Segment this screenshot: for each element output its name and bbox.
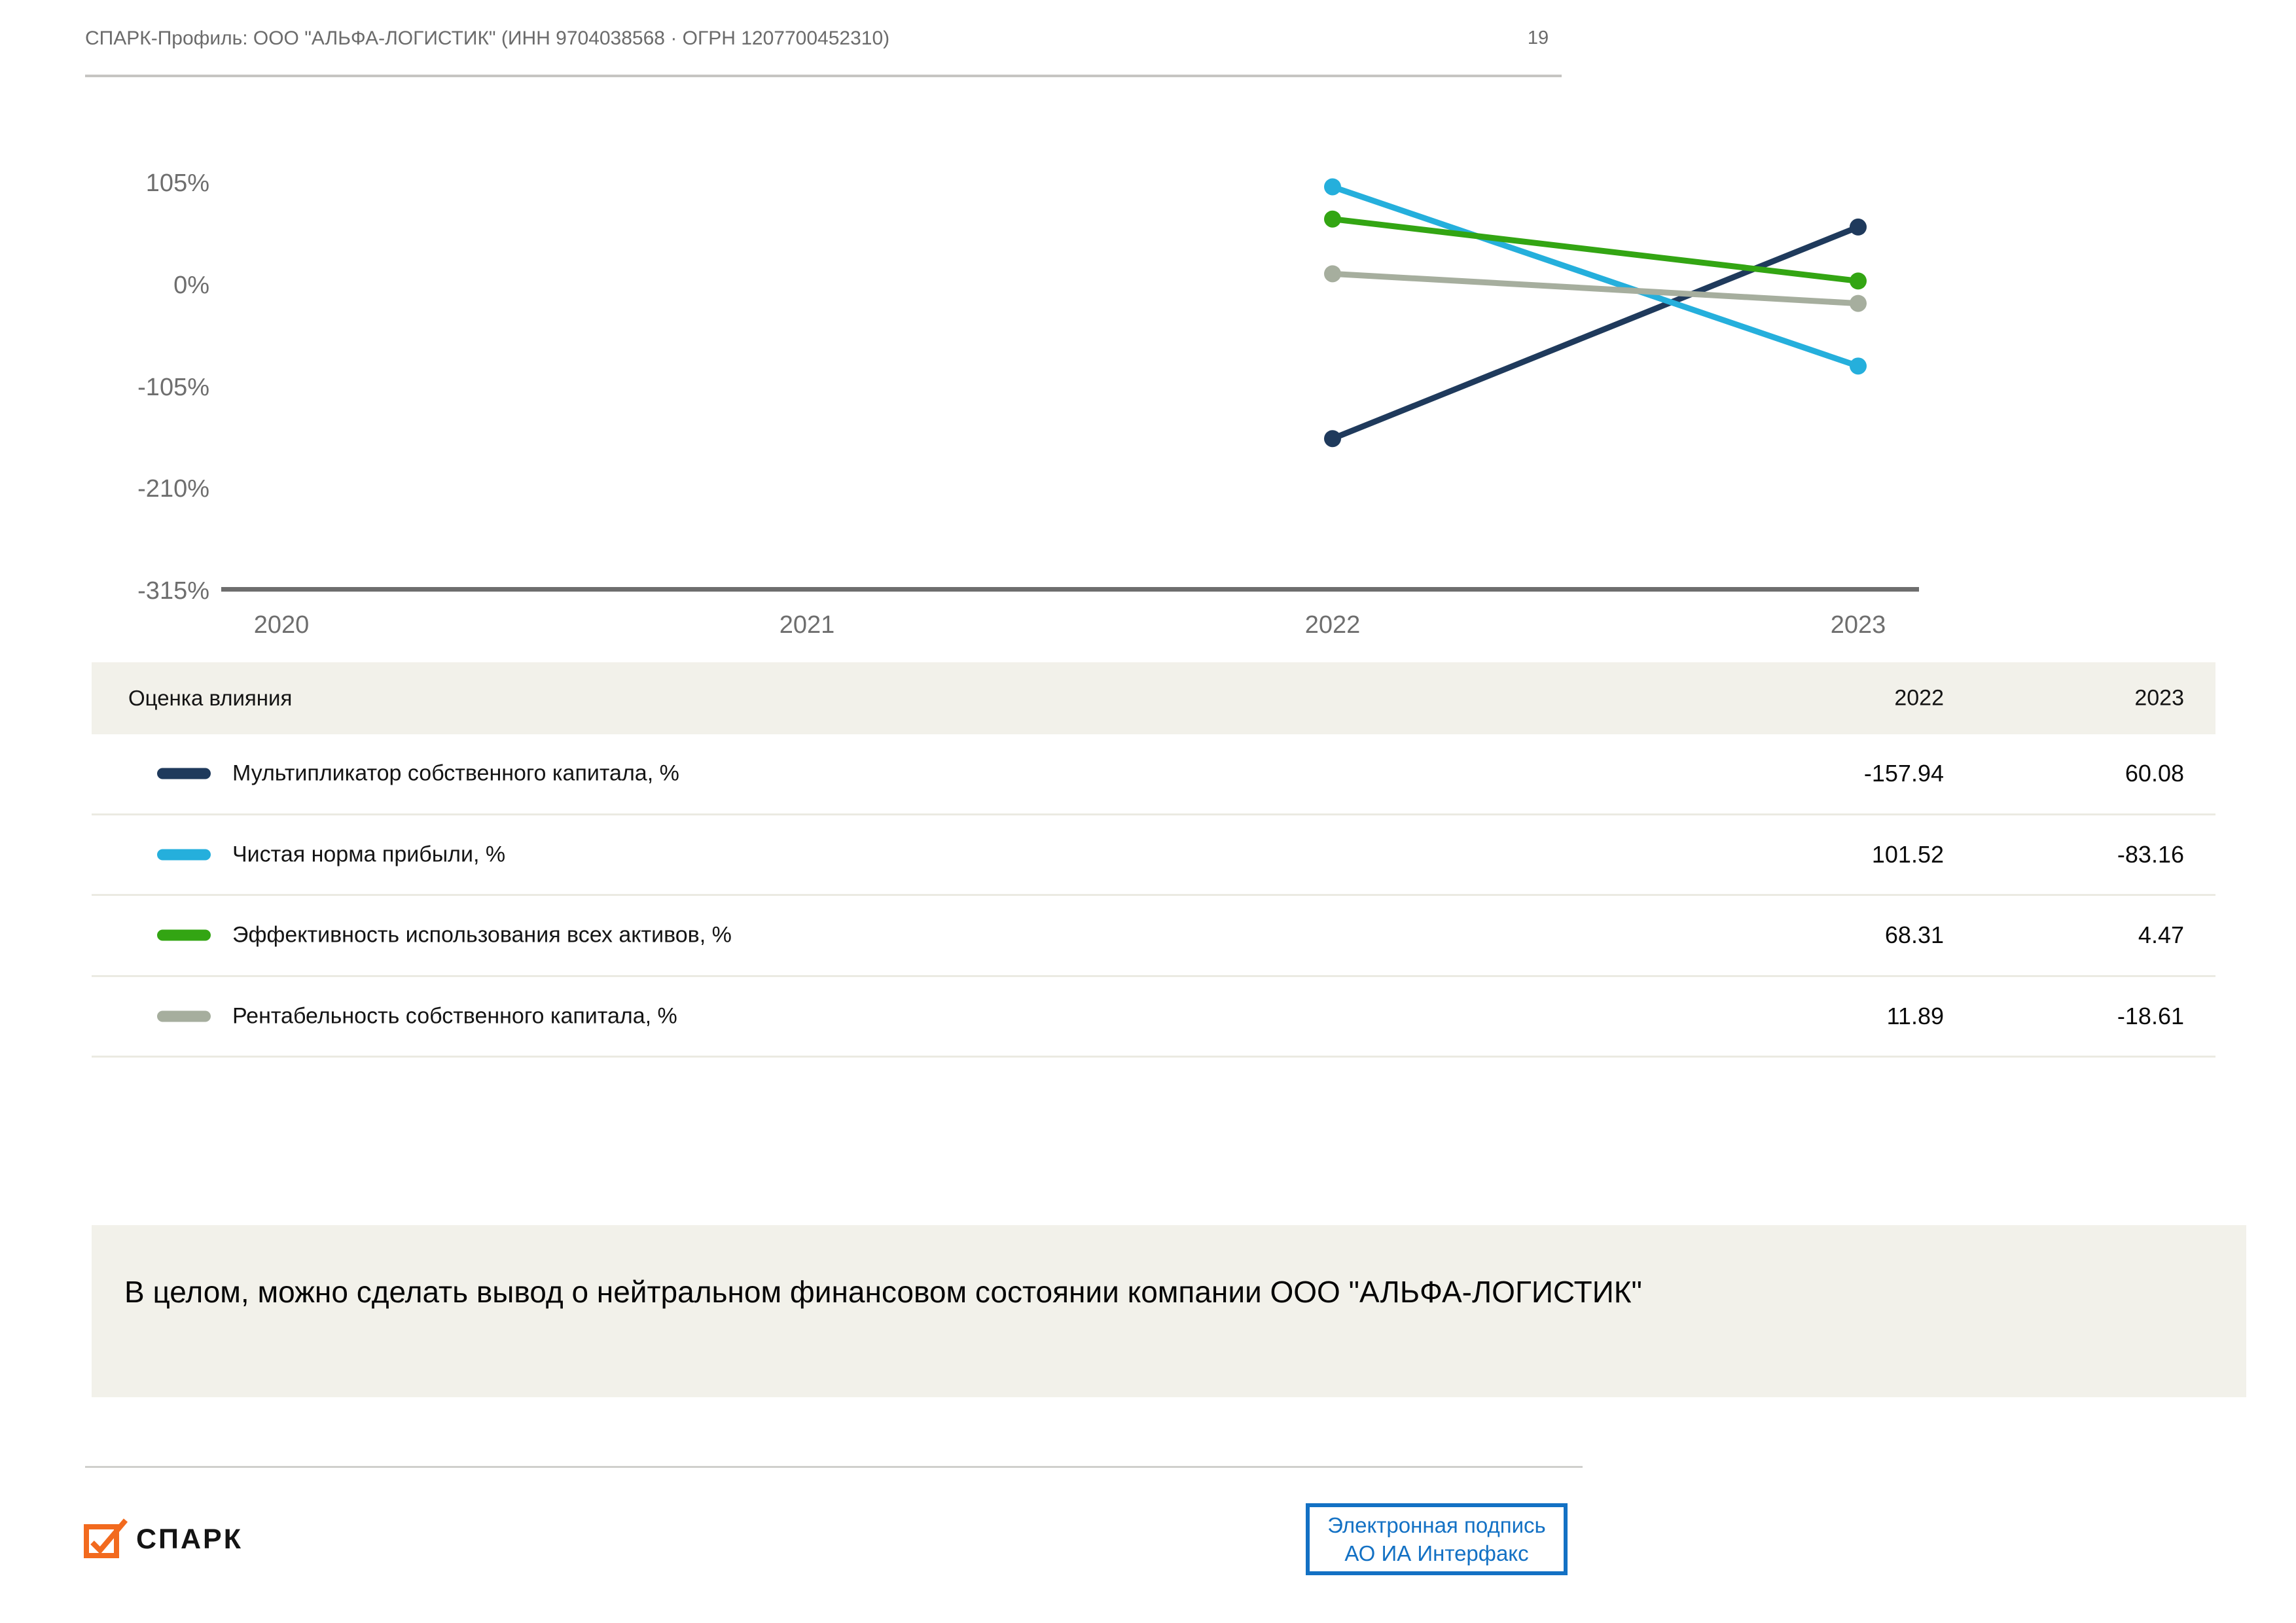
series-line — [1331, 184, 1859, 369]
spark-logo-checkbox-icon — [84, 1518, 128, 1558]
series-line — [1332, 216, 1859, 284]
table-header-row: Оценка влияния 2022 2023 — [92, 662, 2215, 734]
y-axis-tick-label: -105% — [137, 373, 209, 401]
summary-text: В целом, можно сделать вывод о нейтральн… — [124, 1275, 1642, 1309]
column-header-2022: 2022 — [1894, 685, 1944, 711]
table-cell-2023: 60.08 — [2125, 760, 2184, 787]
table-row-label: Эффективность использования всех активов… — [232, 922, 732, 948]
table-row-label: Мультипликатор собственного капитала, % — [232, 760, 679, 786]
x-axis-tick-label: 2022 — [1304, 611, 1361, 639]
series-color-swatch — [157, 768, 211, 779]
table-row: Эффективность использования всех активов… — [92, 896, 2215, 977]
summary-panel: В целом, можно сделать вывод о нейтральн… — [92, 1225, 2246, 1397]
table-title: Оценка влияния — [128, 686, 293, 710]
table-row-label: Чистая норма прибыли, % — [232, 842, 506, 867]
column-header-2023: 2023 — [2134, 685, 2184, 711]
series-point — [1850, 272, 1867, 290]
y-axis-tick-label: 105% — [145, 169, 209, 198]
x-axis-tick-label: 2020 — [253, 611, 310, 639]
table-cell-2022: 68.31 — [1884, 921, 1944, 949]
series-point — [1850, 357, 1867, 375]
x-axis-tick-label: 2021 — [779, 611, 835, 639]
y-axis-tick-label: -315% — [137, 577, 209, 605]
table-cell-2022: 11.89 — [1886, 1002, 1944, 1029]
spark-logo-text: СПАРК — [136, 1524, 243, 1555]
table-cell-2022: -157.94 — [1863, 760, 1944, 787]
y-axis-tick-label: -210% — [137, 475, 209, 503]
document-title: СПАРК-Профиль: ООО "АЛЬФА-ЛОГИСТИК" (ИНН… — [85, 27, 890, 49]
table-cell-2023: 4.47 — [2138, 921, 2184, 949]
page-number: 19 — [1527, 27, 1549, 48]
header-divider — [85, 75, 1562, 77]
table-body: Мультипликатор собственного капитала, % -… — [92, 734, 2215, 1058]
series-color-swatch — [157, 849, 211, 861]
table-row: Мультипликатор собственного капитала, % -… — [92, 734, 2215, 815]
series-line — [1332, 270, 1859, 307]
impact-table: Оценка влияния 2022 2023 Мультипликатор … — [92, 662, 2215, 1058]
series-point — [1850, 218, 1867, 236]
series-point — [1324, 265, 1341, 283]
table-cell-2022: 101.52 — [1871, 840, 1944, 868]
y-axis-tick-label: 0% — [173, 272, 209, 299]
series-line — [1331, 224, 1859, 442]
table-cell-2023: -18.61 — [2117, 1002, 2184, 1029]
series-point — [1324, 210, 1341, 228]
signature-line1: Электронная подпись — [1327, 1513, 1546, 1537]
signature-line2: АО ИА Интерфакс — [1344, 1541, 1529, 1565]
table-row-label: Рентабельность собственного капитала, % — [232, 1003, 677, 1029]
table-cell-2023: -83.16 — [2117, 840, 2184, 868]
table-row: Рентабельность собственного капитала, % 1… — [92, 976, 2215, 1058]
series-point — [1850, 294, 1867, 312]
series-point — [1324, 178, 1341, 196]
series-color-swatch — [157, 929, 211, 941]
x-axis-tick-label: 2023 — [1830, 611, 1886, 639]
series-color-swatch — [157, 1010, 211, 1022]
table-row: Чистая норма прибыли, % 101.52 -83.16 — [92, 815, 2215, 896]
footer-divider — [85, 1466, 1583, 1468]
series-point — [1324, 430, 1341, 448]
electronic-signature-stamp[interactable]: Электронная подпись АО ИА Интерфакс — [1306, 1503, 1568, 1575]
x-axis-line — [221, 587, 1919, 592]
